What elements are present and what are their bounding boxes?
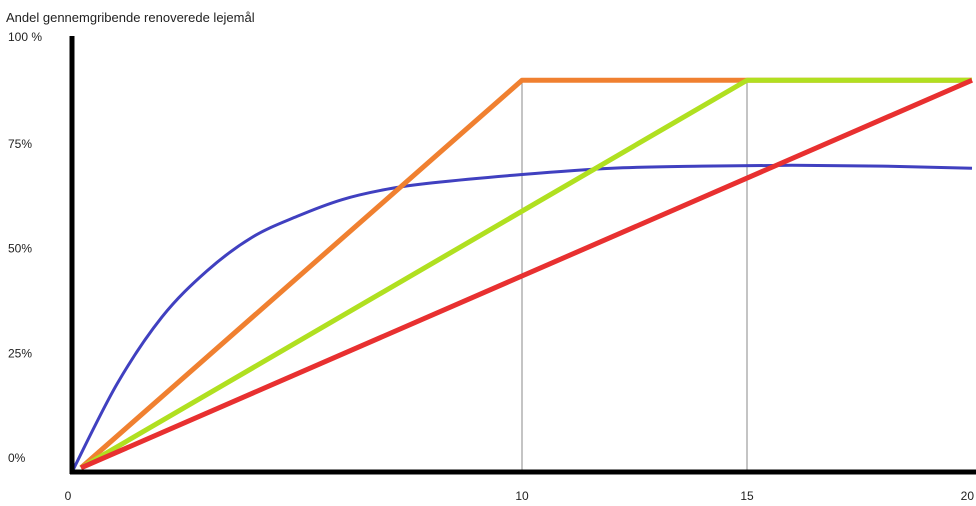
- reference-lines: [521, 80, 748, 472]
- y-tick-label: 100 %: [8, 30, 42, 44]
- series-line-3: [79, 77, 972, 470]
- x-tick-label: 0: [65, 489, 72, 503]
- series-line-4: [80, 77, 973, 471]
- y-axis-title: Andel gennemgribende renoverede lejemål: [6, 10, 255, 25]
- series-layer: [70, 77, 973, 473]
- x-tick-label: 10: [515, 489, 529, 503]
- x-tick-label: 20: [961, 489, 975, 503]
- y-tick-labels: 0% 25% 50% 75% 100 %: [8, 30, 42, 465]
- x-tick-labels: 0 10 15 20: [65, 489, 975, 503]
- y-tick-label: 75%: [8, 137, 32, 151]
- x-tick-label: 15: [740, 489, 754, 503]
- y-tick-label: 50%: [8, 242, 32, 256]
- y-tick-label: 0%: [8, 451, 26, 465]
- y-tick-label: 25%: [8, 346, 32, 360]
